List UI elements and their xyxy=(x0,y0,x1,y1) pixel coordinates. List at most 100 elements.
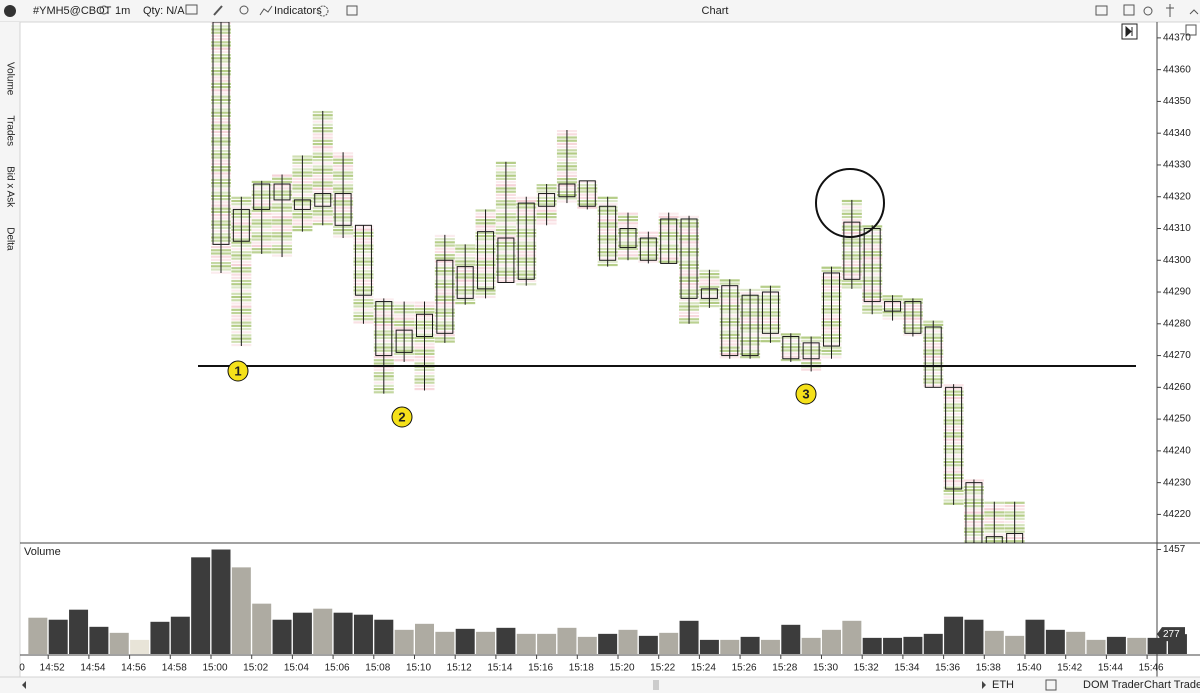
time-tick-label: 15:06 xyxy=(325,663,350,674)
interval[interactable]: 1m xyxy=(115,5,130,17)
volume-tick-label: 1457 xyxy=(1163,544,1186,555)
time-tick-label: 15:36 xyxy=(935,663,960,674)
footprint-row xyxy=(1005,559,1025,561)
candle-body xyxy=(660,218,678,264)
volume-bar xyxy=(130,639,150,654)
price-panel xyxy=(211,22,1025,561)
candle-body xyxy=(924,326,942,388)
candle-body xyxy=(558,183,576,198)
footprint-row xyxy=(984,559,1004,561)
candle-body xyxy=(395,329,413,353)
footprint-row xyxy=(1005,556,1025,558)
time-tick-label: 15:42 xyxy=(1057,663,1082,674)
candle-body xyxy=(965,482,983,543)
marker-label: 3 xyxy=(802,386,809,401)
price-tick-label: 44240 xyxy=(1163,446,1191,457)
draw-icon[interactable] xyxy=(213,5,223,16)
volume-bar xyxy=(170,616,190,654)
volume-bar xyxy=(89,626,109,654)
indicators-button[interactable]: Indicators xyxy=(274,5,322,17)
price-tick-label: 44270 xyxy=(1163,350,1191,361)
volume-bar xyxy=(679,620,699,654)
window-title: Chart xyxy=(702,5,729,17)
candle-body xyxy=(945,386,963,490)
candle-body xyxy=(253,183,271,210)
time-tick-label: 15:22 xyxy=(650,663,675,674)
marker-badge xyxy=(227,360,249,382)
layout-icon[interactable] xyxy=(346,5,358,16)
time-tick-label: 15:14 xyxy=(487,663,512,674)
marker-badge xyxy=(391,406,413,428)
volume-bar xyxy=(496,627,516,654)
volume-bar xyxy=(1066,631,1086,654)
marker-label: 2 xyxy=(398,409,405,424)
volume-bar xyxy=(48,619,68,654)
candle-body xyxy=(416,313,433,338)
price-tick-label: 44320 xyxy=(1163,191,1191,202)
quantity[interactable]: Qty: N/A xyxy=(143,5,185,17)
volume-bar xyxy=(1127,637,1147,654)
time-tick-label: 15:16 xyxy=(528,663,553,674)
footprint-row xyxy=(984,556,1004,558)
zoom-icon[interactable] xyxy=(239,5,249,15)
chart-trader-button[interactable]: Chart Trader xyxy=(1144,679,1200,691)
volume-bar xyxy=(984,630,1004,654)
dom-trader-button[interactable]: DOM Trader xyxy=(1083,679,1144,691)
time-tick-label: 15:38 xyxy=(976,663,1001,674)
candle-body xyxy=(456,266,474,299)
price-tick-label: 44260 xyxy=(1163,382,1191,393)
window-controls[interactable] xyxy=(1095,4,1199,17)
volume-bar xyxy=(1086,639,1106,654)
crosshair-icon[interactable] xyxy=(317,5,329,17)
volume-bar xyxy=(699,639,719,654)
app-logo xyxy=(4,5,16,17)
volume-bar xyxy=(659,632,679,654)
symbol[interactable]: #YMH5@CBOT xyxy=(33,5,112,17)
price-tick-label: 44370 xyxy=(1163,33,1191,44)
marker-group: 1 2 3 xyxy=(227,360,817,428)
time-tick-label: 15:34 xyxy=(894,663,919,674)
sidebar-tab[interactable]: Volume xyxy=(4,62,15,96)
scroll-thumb[interactable] xyxy=(653,680,659,690)
volume-bar xyxy=(923,633,943,654)
volume-bar xyxy=(292,612,312,654)
volume-bar xyxy=(415,623,434,654)
candle-body xyxy=(700,288,718,299)
trade-icon[interactable] xyxy=(185,4,198,15)
sidebar-tab[interactable]: Trades xyxy=(4,115,15,146)
candle-body xyxy=(477,231,495,290)
calendar-icon[interactable] xyxy=(1045,679,1057,691)
footprint-row xyxy=(1005,543,1025,545)
sidebar-tab[interactable]: Bid x Ask xyxy=(4,166,15,208)
time-tick-label: 15:46 xyxy=(1139,663,1164,674)
indicators-icon[interactable] xyxy=(259,5,273,16)
time-tick-label: 15:12 xyxy=(447,663,472,674)
time-tick-label: 15:40 xyxy=(1016,663,1041,674)
price-tick-label: 44340 xyxy=(1163,128,1191,139)
footprint-row xyxy=(984,550,1004,552)
volume-bar xyxy=(760,639,780,654)
volume-bar xyxy=(313,608,333,654)
volume-bar xyxy=(822,629,841,654)
footprint-row xyxy=(984,543,1004,545)
volume-panel xyxy=(28,549,1187,654)
price-tick-label: 44300 xyxy=(1163,255,1191,266)
toolbar xyxy=(0,0,1200,22)
candle-body xyxy=(232,208,250,242)
search-icon[interactable] xyxy=(99,5,109,15)
volume-bar xyxy=(252,603,272,654)
session-selector[interactable]: ETH xyxy=(992,679,1014,691)
settings-box[interactable] xyxy=(1185,24,1197,36)
price-tick-label: 44250 xyxy=(1163,414,1191,425)
footprint-row xyxy=(1005,550,1025,552)
volume-bar xyxy=(516,633,536,654)
volume-bar xyxy=(883,637,903,654)
sidebar-tab[interactable]: Delta xyxy=(4,227,15,251)
volume-bar xyxy=(903,636,923,654)
candle-body xyxy=(436,259,454,334)
volume-bar xyxy=(781,624,801,654)
price-tick-label: 44310 xyxy=(1163,223,1191,234)
time-tick-label: 15:44 xyxy=(1098,663,1123,674)
volume-bar xyxy=(740,636,760,654)
